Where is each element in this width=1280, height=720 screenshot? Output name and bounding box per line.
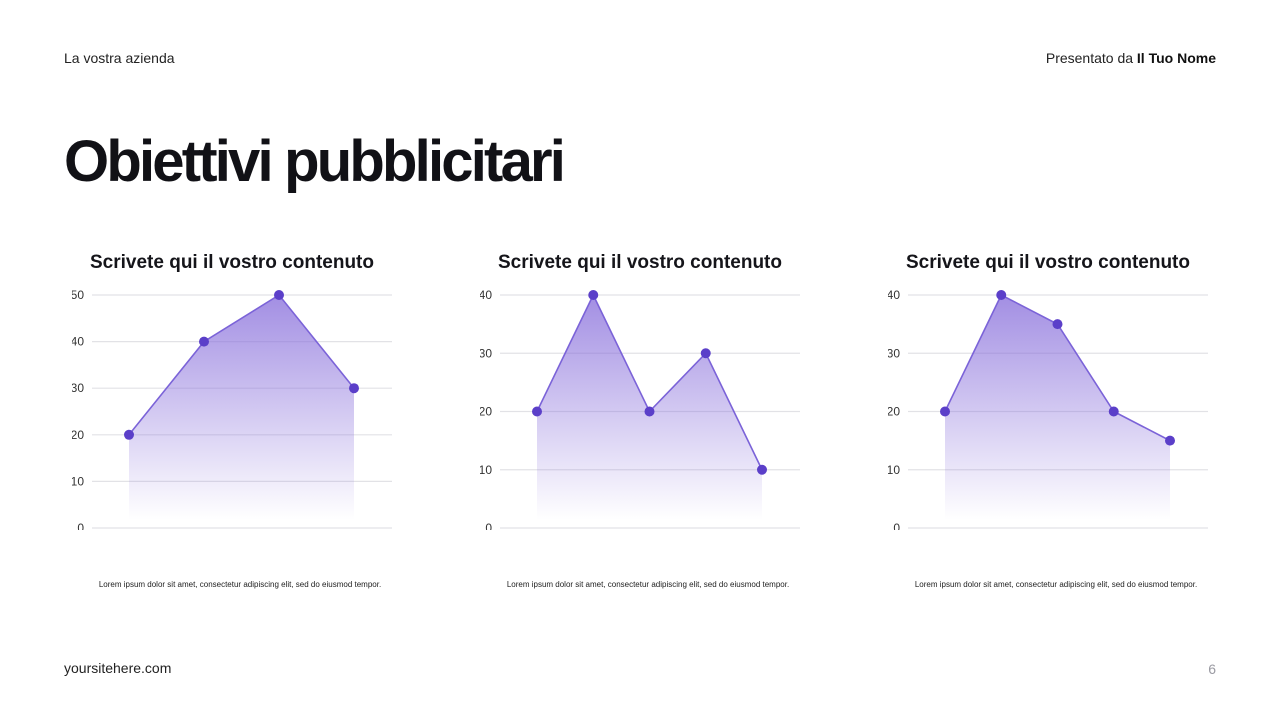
company-name: La vostra azienda <box>64 50 175 66</box>
chart-caption: Lorem ipsum dolor sit amet, consectetur … <box>506 580 790 589</box>
y-tick-label: 10 <box>480 463 492 477</box>
data-point <box>1108 406 1119 417</box>
data-point <box>588 290 599 300</box>
y-tick-label: 40 <box>888 288 900 302</box>
chart-panel-3: Scrivete qui il vostro contenuto 0 10 20 30… <box>888 250 1228 600</box>
y-tick-label: 40 <box>72 335 84 349</box>
chart-title: Scrivete qui il vostro contenuto <box>90 252 374 273</box>
chart-panel-2: Scrivete qui il vostro contenuto 0 10 20 30… <box>480 250 820 600</box>
website-url: yoursitehere.com <box>64 660 172 676</box>
chart-panel-1: Scrivete qui il vostro contenuto 0 10 20 30… <box>72 250 412 600</box>
chart-title: Scrivete qui il vostro contenuto <box>498 252 782 273</box>
data-point <box>940 406 950 417</box>
y-tick-label: 10 <box>72 474 84 488</box>
page-title: Obiettivi pubblicitari <box>64 129 566 194</box>
data-point <box>274 290 284 300</box>
area-fill <box>129 295 354 520</box>
y-tick-label: 30 <box>72 381 84 395</box>
area-fill <box>537 295 762 520</box>
page-number: 6 <box>1208 661 1216 677</box>
data-point <box>199 336 209 347</box>
y-tick-label: 20 <box>888 405 900 419</box>
data-point <box>1052 319 1063 330</box>
area-chart-2: 0 10 20 30 40 <box>480 288 800 530</box>
data-point <box>532 406 542 417</box>
area-fill <box>945 295 1170 520</box>
y-tick-label: 0 <box>77 521 84 530</box>
presented-by-label: Presentato da <box>1045 50 1137 66</box>
chart-caption: Lorem ipsum dolor sit amet, consectetur … <box>914 580 1198 589</box>
data-point <box>996 290 1007 300</box>
y-tick-label: 0 <box>485 521 492 530</box>
y-tick-label: 50 <box>72 288 84 302</box>
y-tick-label: 40 <box>480 288 492 302</box>
area-chart-1: 0 10 20 30 40 50 <box>72 288 392 530</box>
y-tick-label: 30 <box>888 346 900 360</box>
chart-caption: Lorem ipsum dolor sit amet, consectetur … <box>98 580 382 589</box>
data-point <box>349 383 359 394</box>
data-point <box>644 406 655 417</box>
y-tick-label: 0 <box>893 521 900 530</box>
data-point <box>124 429 134 440</box>
y-tick-label: 10 <box>888 463 900 477</box>
y-tick-label: 30 <box>480 346 492 360</box>
presenter-name: Il Tuo Nome <box>1136 50 1216 66</box>
y-tick-label: 20 <box>72 428 84 442</box>
area-chart-3: 0 10 20 30 40 <box>888 288 1208 530</box>
y-tick-label: 20 <box>480 405 492 419</box>
data-point <box>700 348 711 359</box>
data-point <box>1165 435 1175 446</box>
presenter-line: Presentato da Il Tuo Nome <box>1046 50 1216 66</box>
series-line <box>128 293 355 436</box>
data-point <box>757 464 767 475</box>
chart-title: Scrivete qui il vostro contenuto <box>906 252 1190 273</box>
